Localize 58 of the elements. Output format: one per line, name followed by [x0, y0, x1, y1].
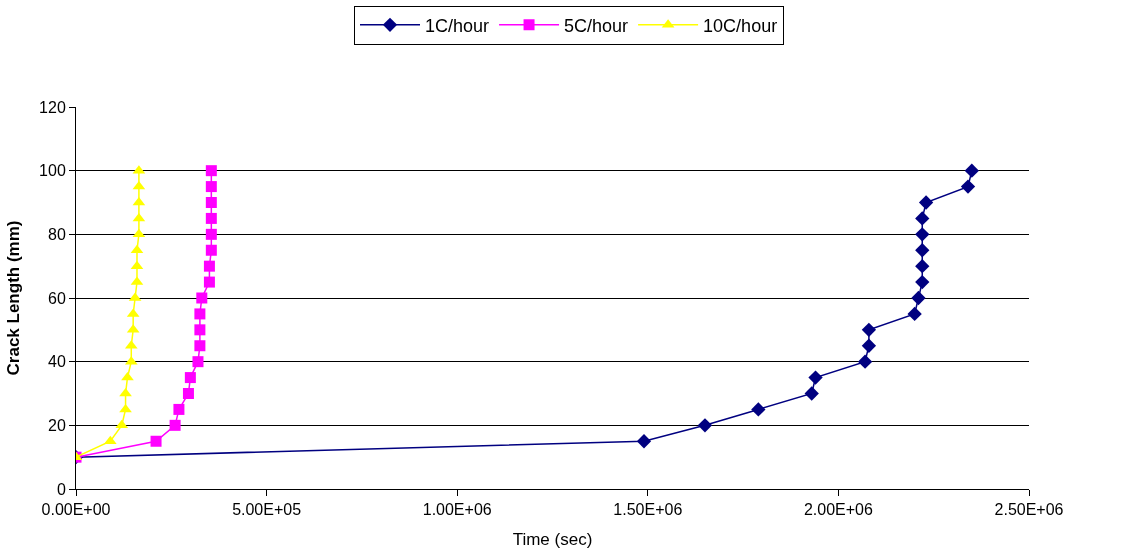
point	[194, 308, 206, 320]
y-tick-label: 20	[48, 416, 66, 434]
point	[205, 244, 217, 256]
point	[915, 274, 930, 290]
x-tick-label: 2.50E+06	[994, 501, 1064, 519]
point	[173, 403, 185, 415]
point	[915, 259, 930, 274]
point	[205, 165, 217, 177]
point	[150, 435, 162, 447]
point	[182, 388, 194, 399]
point	[194, 340, 206, 352]
point	[132, 212, 146, 222]
point	[132, 228, 146, 238]
point	[964, 163, 979, 178]
point	[636, 434, 652, 449]
point	[915, 211, 930, 226]
point	[907, 306, 922, 322]
y-tick-label: 40	[48, 353, 66, 371]
legend-label: 10C/hour	[703, 15, 778, 36]
point	[169, 419, 181, 431]
point	[119, 403, 132, 413]
point	[960, 179, 976, 194]
legend-label: 1C/hour	[425, 15, 490, 36]
y-tick-label: 60	[48, 289, 66, 307]
point	[861, 338, 877, 353]
point	[205, 212, 217, 224]
point	[808, 370, 823, 385]
point	[911, 290, 926, 306]
point	[205, 197, 217, 208]
point	[751, 402, 766, 417]
point	[203, 260, 215, 272]
point	[205, 181, 217, 193]
x-tick-label: 1.00E+06	[422, 501, 492, 519]
point	[697, 418, 713, 433]
point	[804, 386, 819, 401]
point	[192, 356, 204, 368]
y-tick-label: 120	[39, 98, 66, 116]
point	[184, 372, 196, 384]
point	[915, 243, 930, 258]
point	[915, 227, 930, 242]
point	[203, 276, 215, 288]
y-axis-title: Crack Length (mm)	[3, 220, 23, 376]
point	[205, 228, 217, 240]
point	[918, 195, 934, 210]
point	[196, 292, 208, 304]
point	[194, 324, 206, 336]
point	[861, 322, 877, 337]
y-tick-label: 100	[39, 162, 66, 180]
x-tick-label: 0.00E+00	[41, 501, 111, 519]
x-tick-label: 1.50E+06	[613, 501, 683, 519]
x-axis-title: Time (sec)	[512, 529, 593, 549]
y-tick-label: 0	[56, 480, 66, 498]
point	[115, 419, 129, 429]
legend-label: 5C/hour	[564, 15, 629, 36]
y-tick-label: 80	[48, 225, 66, 243]
point	[857, 354, 873, 369]
x-tick-label: 2.00E+06	[803, 501, 873, 519]
x-tick-label: 5.00E+05	[232, 501, 302, 519]
